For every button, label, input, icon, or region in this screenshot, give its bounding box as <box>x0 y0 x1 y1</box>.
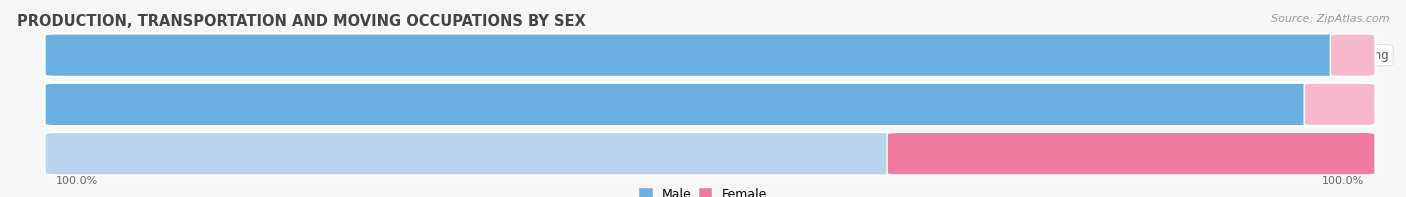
Legend: Male, Female: Male, Female <box>640 188 766 197</box>
Text: 98.3%: 98.3% <box>73 49 114 62</box>
Text: 3.7%: 3.7% <box>1315 98 1347 111</box>
Text: Material Moving: Material Moving <box>1294 49 1389 62</box>
Text: 1.7%: 1.7% <box>1315 49 1347 62</box>
Text: 64.4%: 64.4% <box>73 147 114 160</box>
Text: 96.3%: 96.3% <box>73 98 114 111</box>
Text: 100.0%: 100.0% <box>1322 176 1364 186</box>
Text: 35.6%: 35.6% <box>1306 147 1347 160</box>
Text: Source: ZipAtlas.com: Source: ZipAtlas.com <box>1271 14 1389 24</box>
Text: Production: Production <box>1284 98 1347 111</box>
Text: PRODUCTION, TRANSPORTATION AND MOVING OCCUPATIONS BY SEX: PRODUCTION, TRANSPORTATION AND MOVING OC… <box>17 14 586 29</box>
Text: Transportation: Transportation <box>855 147 941 160</box>
Text: 100.0%: 100.0% <box>56 176 98 186</box>
